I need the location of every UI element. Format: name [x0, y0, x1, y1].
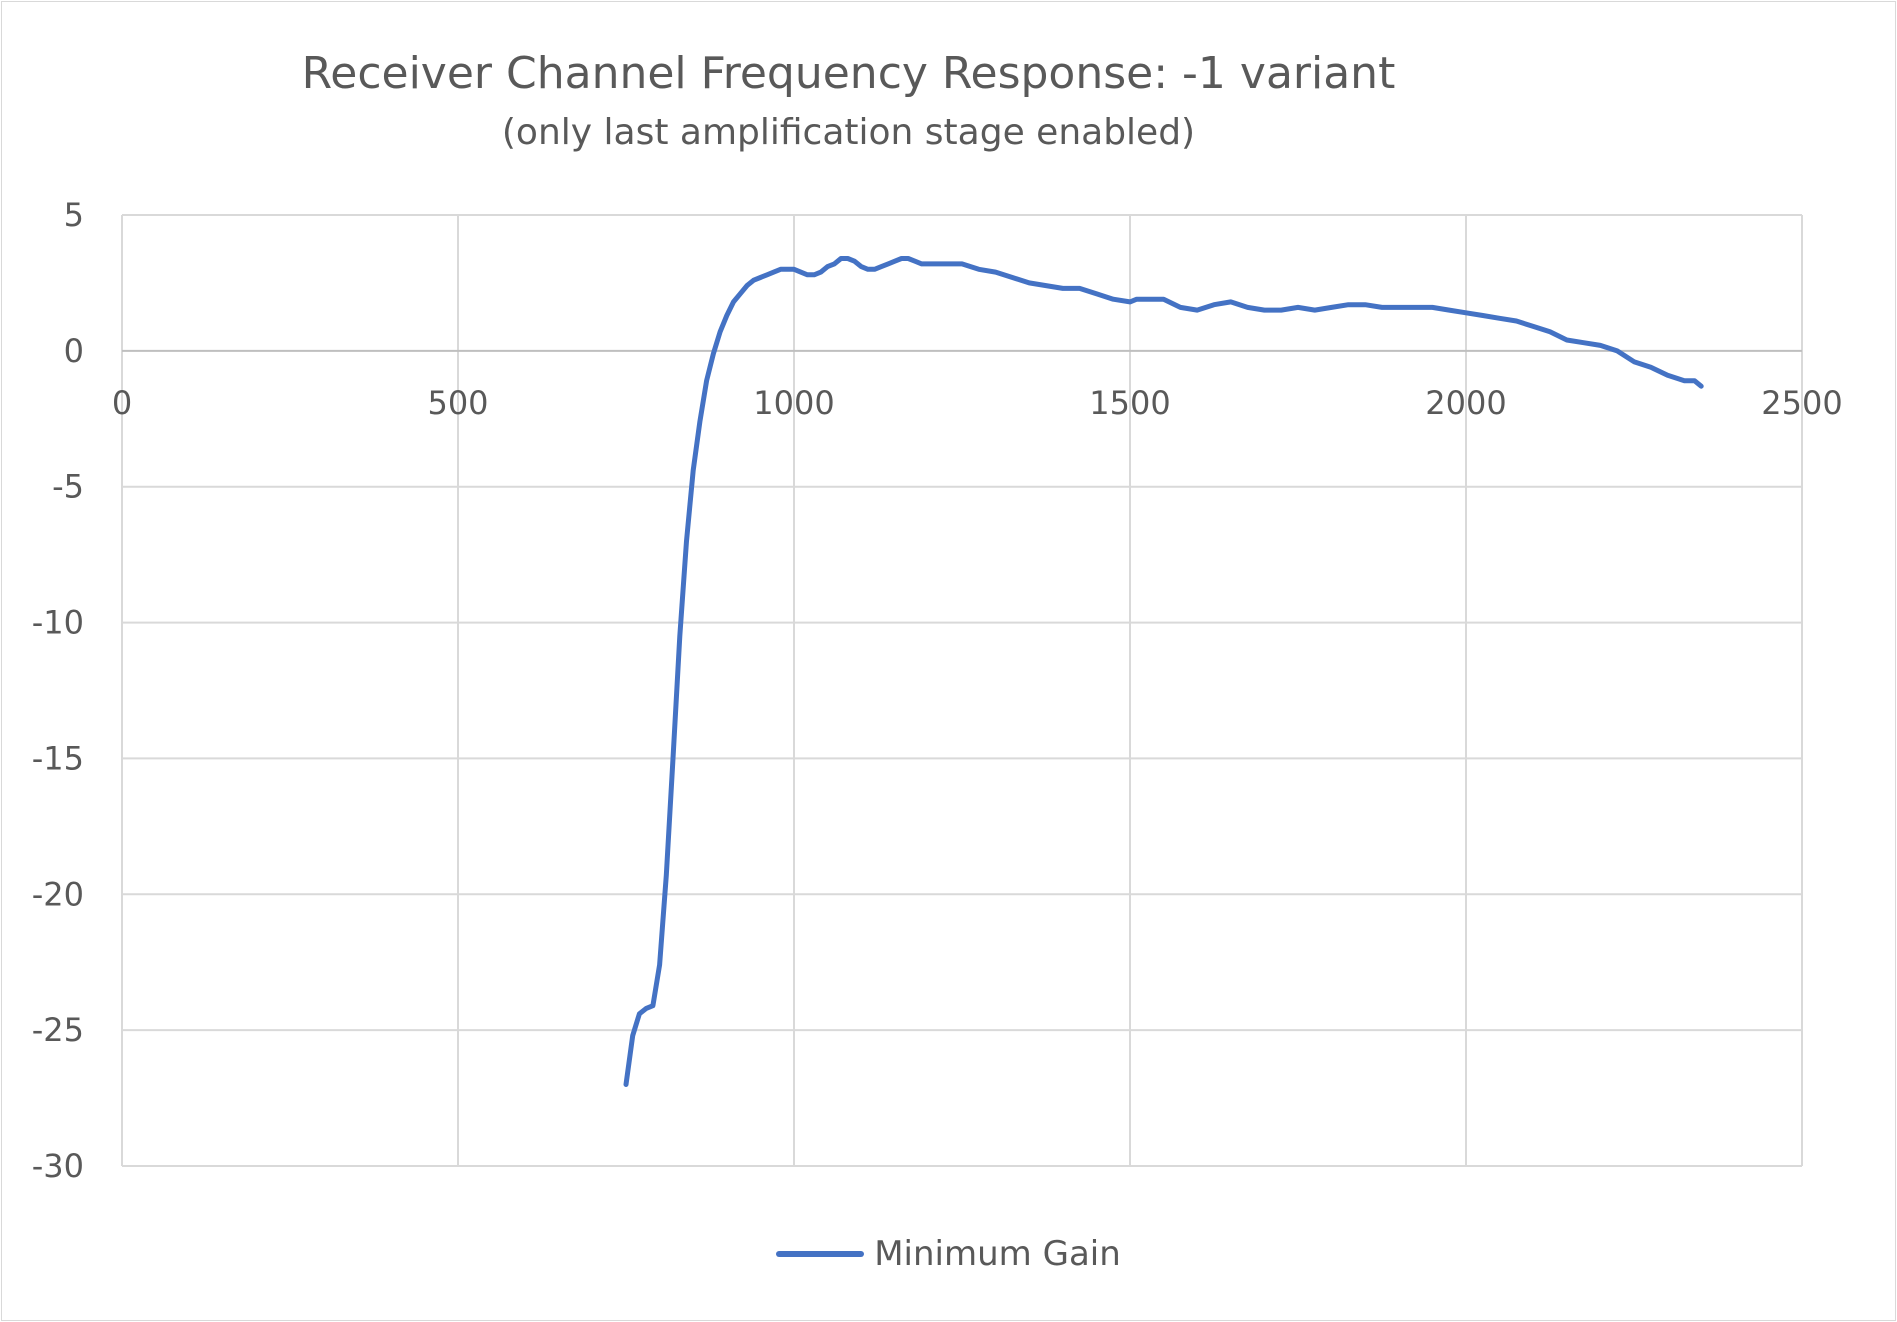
legend: Minimum Gain	[0, 1232, 1897, 1276]
gridlines	[121, 214, 1803, 1167]
x-tick-label: 1500	[1089, 384, 1170, 422]
series-layer	[623, 256, 1704, 1087]
y-tick-label: -20	[32, 875, 84, 913]
legend-swatch	[776, 1251, 865, 1257]
chart-title: Receiver Channel Frequency Response: -1 …	[301, 48, 1396, 99]
x-tick-label: 2000	[1425, 384, 1506, 422]
x-tick-label: 2500	[1761, 384, 1842, 422]
x-tick-label: 500	[427, 384, 488, 422]
x-tick-label: 0	[112, 384, 132, 422]
chart-subtitle: (only last amplification stage enabled)	[501, 112, 1196, 153]
series-line-minimum-gain	[623, 256, 1704, 1087]
y-tick-label: -5	[52, 468, 84, 506]
legend-label: Minimum Gain	[874, 1234, 1121, 1274]
y-tick-label: -25	[32, 1011, 84, 1049]
x-tick-label: 1000	[753, 384, 834, 422]
y-tick-label: 0	[64, 332, 84, 370]
y-axis-ticks: 5 0 -5 -10 -15 -20 -25 -30	[32, 196, 84, 1185]
x-axis-ticks: 0 500 1000 1500 2000 2500	[112, 384, 1843, 422]
y-tick-label: 5	[64, 196, 84, 234]
y-tick-label: -10	[32, 604, 84, 642]
y-tick-label: -30	[32, 1147, 84, 1185]
y-tick-label: -15	[32, 739, 84, 777]
